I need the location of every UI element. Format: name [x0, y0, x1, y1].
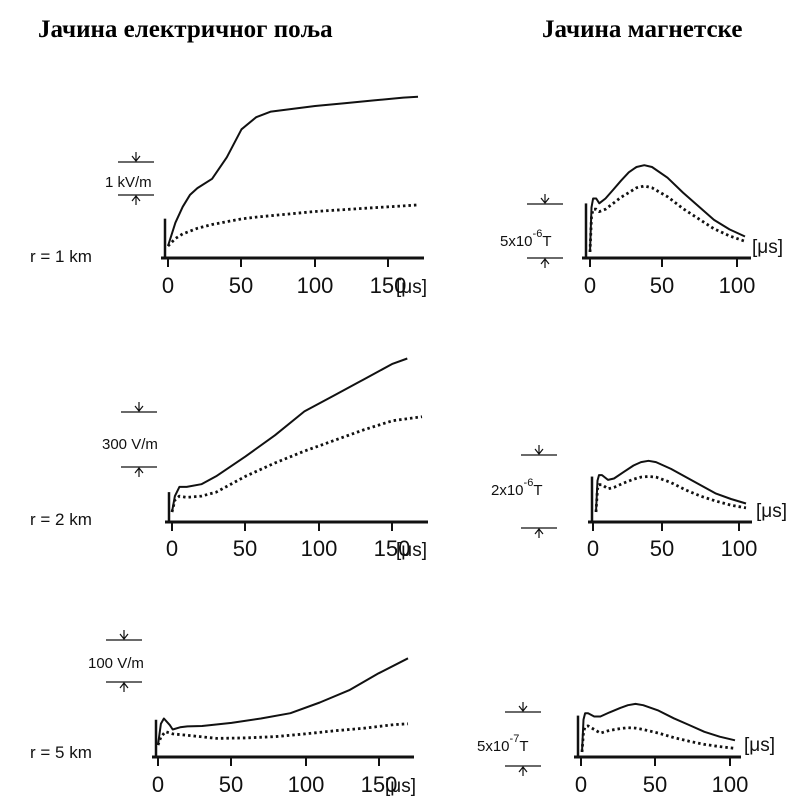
x-unit-label: [μs] — [385, 776, 416, 797]
chart-panel-3: 0 50 100 150[μs] r = 5 km 100 V/m — [30, 630, 416, 797]
scale-arrow-down — [518, 702, 528, 712]
chart-panel-1: 0 50 100 150[μs] r = 1 km 1 kV/m — [30, 95, 427, 298]
x-tick-label: 0 — [584, 273, 596, 298]
x-tick-label: 0 — [166, 536, 178, 561]
scale-arrow-down — [134, 402, 144, 412]
series-line-dotted — [156, 722, 409, 746]
scale-arrow-down — [131, 152, 141, 162]
scale-arrow-up — [134, 467, 144, 477]
scale-label: 300 V/m — [102, 436, 158, 453]
x-tick-label: 50 — [650, 536, 674, 561]
scale-arrow-up — [119, 682, 129, 692]
x-tick-label: 150 — [370, 273, 407, 298]
scale-arrow-up — [534, 528, 544, 538]
x-tick-label: 100 — [301, 536, 338, 561]
scale-label: 5x10-6T — [500, 228, 551, 250]
x-tick-label: 100 — [719, 273, 756, 298]
x-tick-label: 0 — [587, 536, 599, 561]
chart-panel-6: 0 50 100 [μs] 5x10-7T — [477, 702, 775, 797]
magnetic-field-heading: Јачина магнетске — [542, 16, 743, 43]
x-tick-label: 100 — [721, 536, 758, 561]
x-unit-label: [μs] — [756, 501, 787, 522]
scale-arrow-down — [119, 630, 129, 640]
chart-panel-5: 0 50 100 [μs] 2x10-6T — [491, 445, 787, 561]
x-tick-label: 0 — [575, 772, 587, 797]
x-tick-label: 150 — [361, 772, 398, 797]
scale-arrow-down — [540, 194, 550, 204]
x-unit-label: [μs] — [752, 237, 783, 258]
scale-arrow-up — [131, 195, 141, 205]
series-line-dotted — [170, 415, 423, 513]
series-line-solid — [157, 657, 409, 746]
x-unit-label: [μs] — [744, 735, 775, 756]
series-line-dotted — [167, 203, 419, 247]
x-tick-label: 0 — [162, 273, 174, 298]
distance-label: r = 2 km — [30, 510, 92, 529]
x-tick-label: 50 — [643, 772, 667, 797]
scale-label: 100 V/m — [88, 655, 144, 672]
series-line-solid — [171, 357, 408, 513]
distance-label: r = 1 km — [30, 247, 92, 266]
x-tick-label: 100 — [712, 772, 749, 797]
series-line-solid — [167, 95, 419, 247]
chart-panel-4: 0 50 100 [μs] 5x10-6T — [500, 164, 783, 298]
series-line-dotted — [588, 184, 746, 253]
x-tick-label: 150 — [374, 536, 411, 561]
x-tick-label: 50 — [650, 273, 674, 298]
x-tick-label: 0 — [152, 772, 164, 797]
x-tick-label: 100 — [288, 772, 325, 797]
x-unit-label: [μs] — [396, 540, 427, 561]
series-line-solid — [595, 459, 747, 513]
scale-label: 1 kV/m — [105, 174, 152, 191]
scale-arrow-down — [534, 445, 544, 455]
x-tick-label: 50 — [219, 772, 243, 797]
scale-label: 2x10-6T — [491, 477, 542, 499]
series-line-dotted — [580, 724, 736, 753]
electric-field-heading: Јачина електричног поља — [38, 16, 333, 43]
series-line-dotted — [594, 475, 747, 513]
distance-label: r = 5 km — [30, 743, 92, 762]
chart-panel-2: 0 50 100 150[μs] r = 2 km 300 V/m — [30, 357, 428, 561]
series-line-solid — [589, 164, 746, 253]
scale-arrow-up — [540, 258, 550, 268]
x-tick-label: 50 — [229, 273, 253, 298]
x-tick-label: 100 — [297, 273, 334, 298]
scale-label: 5x10-7T — [477, 733, 528, 755]
x-tick-label: 50 — [233, 536, 257, 561]
series-line-solid — [581, 702, 736, 753]
scale-arrow-up — [518, 766, 528, 776]
x-unit-label: [μs] — [396, 277, 427, 298]
